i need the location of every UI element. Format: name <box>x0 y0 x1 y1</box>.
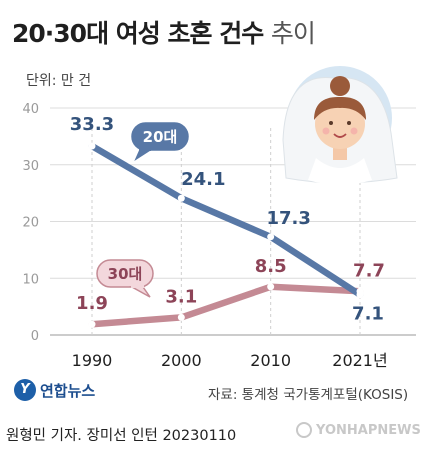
watermark: YONHAPNEWS <box>296 422 421 438</box>
data-point <box>356 291 364 299</box>
data-label: 8.5 <box>255 256 287 277</box>
series-bubble-joint <box>131 284 144 288</box>
y-tick-label: 10 <box>22 272 39 287</box>
data-label: 17.3 <box>266 208 310 229</box>
series-bubble-tail <box>134 149 153 161</box>
logo-mark-icon: Y <box>14 379 36 401</box>
data-point <box>177 313 185 321</box>
data-label: 33.3 <box>70 114 114 135</box>
y-tick-label: 40 <box>22 102 39 117</box>
data-label: 7.1 <box>352 304 384 325</box>
data-label: 7.7 <box>353 260 385 281</box>
data-label: 3.1 <box>165 286 197 307</box>
y-tick-labels: 0 10 20 30 40 <box>22 102 39 344</box>
watermark-circle-icon <box>296 422 312 438</box>
x-tick-label: 1990 <box>72 351 113 370</box>
data-point <box>267 233 275 241</box>
x-tick-label: 2010 <box>250 351 291 370</box>
page-title: 20·30대 여성 초혼 건수 추이 <box>12 14 316 50</box>
series-bubble <box>96 259 154 288</box>
series-line <box>88 283 364 328</box>
series-bubble <box>131 122 189 151</box>
logo-name: 연합뉴스 <box>40 381 96 400</box>
source-text: 자료: 통계청 국가통계포털(KOSIS) <box>208 387 409 403</box>
series-name-label: 20대 <box>143 128 178 146</box>
credit-text: 원형민 기자. 장미선 인턴 20230110 <box>6 428 237 444</box>
logo: Y 연합뉴스 <box>14 379 95 401</box>
y-tick-label: 20 <box>22 216 39 231</box>
data-label: 1.9 <box>76 293 108 314</box>
x-tick-labels: 1990 2000 2010 2021년 <box>72 351 388 370</box>
title-main: 20·30대 여성 초혼 건수 <box>12 19 264 48</box>
title-suffix: 추이 <box>270 19 316 48</box>
data-point <box>177 194 185 202</box>
data-point <box>88 142 96 150</box>
x-tick-label: 2000 <box>161 351 202 370</box>
data-point <box>267 283 275 291</box>
y-tick-label: 0 <box>31 329 39 344</box>
bride-illustration <box>282 66 398 185</box>
data-label: 24.1 <box>181 169 225 190</box>
series-bubbles: 20대 30대 <box>96 122 189 298</box>
series-bubble-joint <box>139 147 151 151</box>
watermark-text: YONHAPNEWS <box>316 422 421 438</box>
series-bubble-tail <box>129 286 151 298</box>
unit-label: 단위: 만 건 <box>26 73 92 89</box>
series-line <box>88 142 364 298</box>
data-point <box>88 320 96 328</box>
y-tick-label: 30 <box>22 159 39 174</box>
series-name-label: 30대 <box>108 265 143 283</box>
x-tick-label: 2021년 <box>332 351 387 370</box>
series-layer: 33.3 24.1 17.3 7.1 1.9 3.1 8.5 7.7 <box>70 114 385 328</box>
